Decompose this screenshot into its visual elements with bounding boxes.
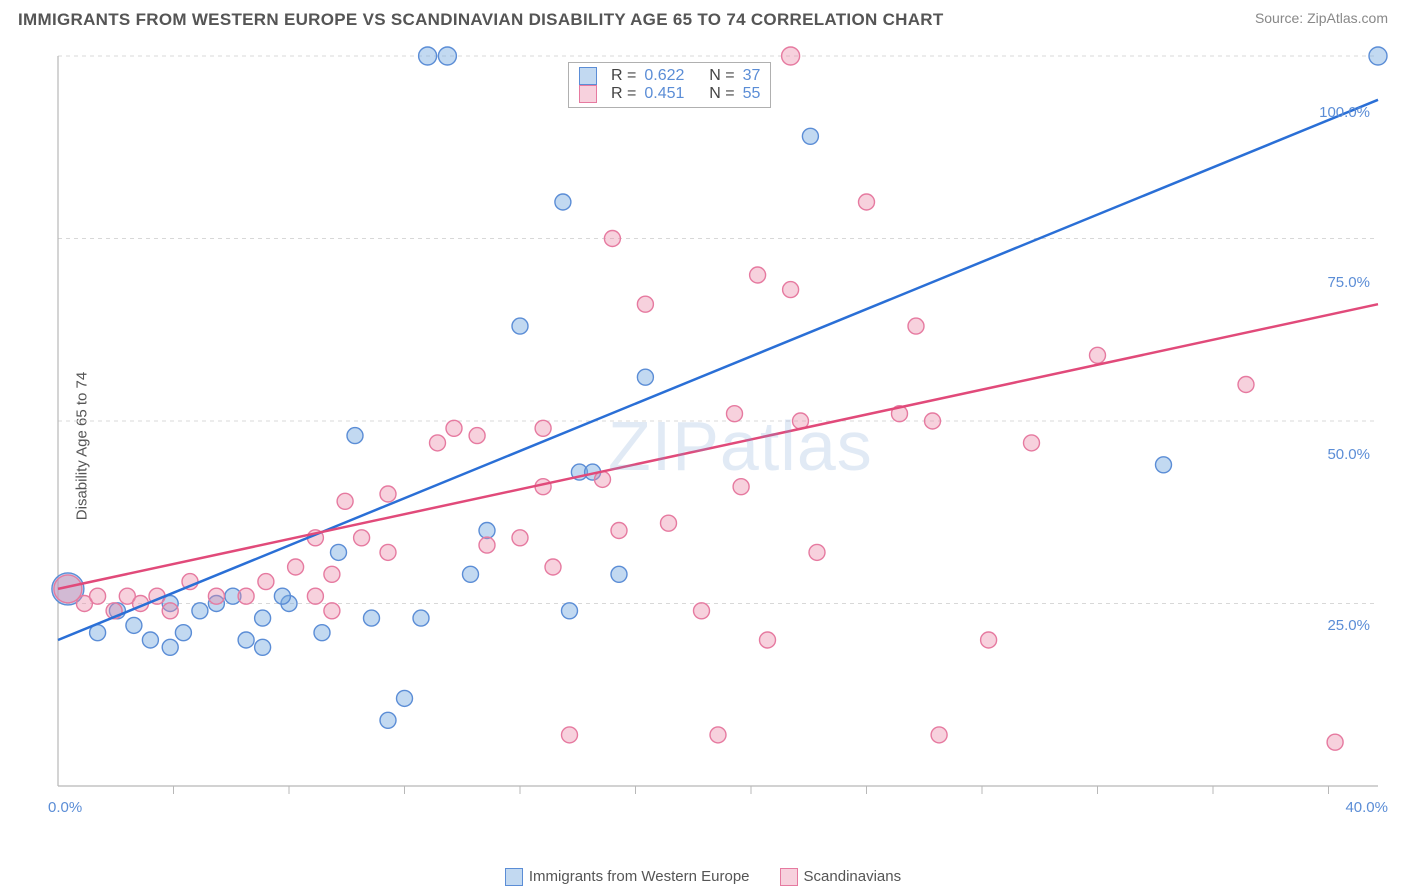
square-icon (505, 868, 523, 886)
y-tick-25: 25.0% (1327, 617, 1370, 634)
legend-label-2: Scandinavians (804, 868, 902, 885)
correlation-legend: R = 0.622 N = 37 R = 0.451 N = 55 (568, 62, 771, 108)
square-icon (780, 868, 798, 886)
n-label: N = (709, 85, 734, 103)
square-icon (579, 67, 597, 85)
y-tick-100: 100.0% (1319, 104, 1370, 121)
r-label: R = (611, 67, 636, 85)
legend-label-1: Immigrants from Western Europe (529, 868, 750, 885)
legend-row: R = 0.451 N = 55 (579, 85, 760, 103)
header: IMMIGRANTS FROM WESTERN EUROPE VS SCANDI… (0, 0, 1406, 34)
legend-item-2: Scandinavians (780, 868, 902, 886)
n-label: N = (709, 67, 734, 85)
square-icon (579, 85, 597, 103)
n-value: 55 (743, 85, 761, 103)
scatter-plot (48, 46, 1388, 826)
chart-area: ZIPatlas R =0.622 N =37R =0.451 N =55 10… (48, 46, 1388, 826)
x-tick-40: 40.0% (1345, 799, 1388, 816)
source-name: ZipAtlas.com (1307, 10, 1388, 26)
r-value: 0.622 (644, 67, 684, 85)
x-tick-0: 0.0% (48, 799, 82, 816)
chart-title: IMMIGRANTS FROM WESTERN EUROPE VS SCANDI… (18, 10, 944, 30)
y-tick-50: 50.0% (1327, 446, 1370, 463)
r-value: 0.451 (644, 85, 684, 103)
y-tick-75: 75.0% (1327, 274, 1370, 291)
n-value: 37 (743, 67, 761, 85)
source-attribution: Source: ZipAtlas.com (1255, 10, 1388, 26)
legend-row: R = 0.622 N = 37 (579, 67, 760, 85)
source-prefix: Source: (1255, 10, 1307, 26)
bottom-legend: Immigrants from Western Europe Scandinav… (0, 868, 1406, 886)
legend-item-1: Immigrants from Western Europe (505, 868, 750, 886)
r-label: R = (611, 85, 636, 103)
